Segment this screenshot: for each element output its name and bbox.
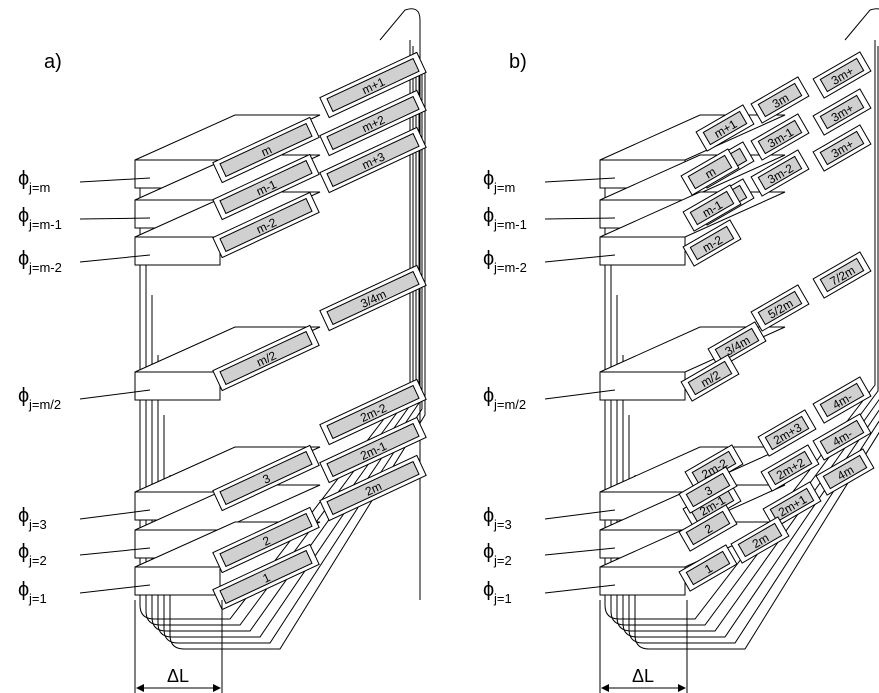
box-front bbox=[135, 237, 220, 265]
box-front bbox=[135, 372, 220, 400]
phi-subscript: j=1 bbox=[28, 591, 47, 606]
phi-symbol: ϕ bbox=[483, 205, 494, 227]
phi-symbol: ϕ bbox=[18, 168, 29, 190]
phi-subscript: j=m bbox=[493, 180, 515, 195]
phi-subscript: j=m-1 bbox=[493, 217, 527, 232]
phi-symbol: ϕ bbox=[18, 505, 29, 527]
phi-subscript: j=1 bbox=[493, 591, 512, 606]
block: 7/2m bbox=[813, 252, 871, 298]
phi-subscript: j=3 bbox=[493, 517, 512, 532]
width-label: ΔL bbox=[632, 666, 654, 686]
box-front bbox=[135, 567, 220, 595]
width-label: ΔL bbox=[167, 666, 189, 686]
phi-subscript: j=2 bbox=[493, 553, 512, 568]
block: 3m+ bbox=[813, 52, 871, 98]
phi-subscript: j=2 bbox=[28, 553, 47, 568]
box-front bbox=[600, 372, 685, 400]
phi-symbol: ϕ bbox=[18, 205, 29, 227]
phi-subscript: j=m bbox=[28, 180, 50, 195]
phi-symbol: ϕ bbox=[483, 541, 494, 563]
phi-symbol: ϕ bbox=[483, 505, 494, 527]
box-front bbox=[600, 237, 685, 265]
block: m+1 bbox=[696, 105, 754, 151]
box-front bbox=[600, 567, 685, 595]
phi-symbol: ϕ bbox=[483, 579, 494, 601]
phi-subscript: j=m-2 bbox=[493, 260, 527, 275]
figure: m+1m+2m+3mm-1m-23/4mm/22m-22m-12m321ϕj=m… bbox=[0, 0, 879, 693]
phi-symbol: ϕ bbox=[18, 248, 29, 270]
phi-symbol: ϕ bbox=[483, 385, 494, 407]
phi-symbol: ϕ bbox=[483, 168, 494, 190]
phi-symbol: ϕ bbox=[18, 579, 29, 601]
phi-subscript: j=m/2 bbox=[28, 397, 61, 412]
block: 5/2m bbox=[751, 285, 809, 331]
phi-subscript: j=m/2 bbox=[493, 397, 526, 412]
phi-symbol: ϕ bbox=[18, 541, 29, 563]
phi-symbol: ϕ bbox=[18, 385, 29, 407]
panel-label: b) bbox=[509, 51, 527, 73]
panel-label: a) bbox=[44, 51, 62, 73]
block: 4m- bbox=[813, 377, 871, 423]
phi-symbol: ϕ bbox=[483, 248, 494, 270]
phi-subscript: j=m-1 bbox=[28, 217, 62, 232]
phi-subscript: j=m-2 bbox=[28, 260, 62, 275]
phi-subscript: j=3 bbox=[28, 517, 47, 532]
